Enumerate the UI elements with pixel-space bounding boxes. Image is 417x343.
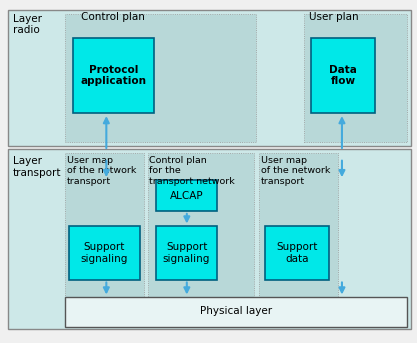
Text: User map
of the network
transport: User map of the network transport	[67, 156, 136, 186]
Bar	[265, 226, 329, 280]
Bar	[69, 226, 140, 280]
Bar	[8, 10, 411, 146]
Text: Support
signaling: Support signaling	[163, 242, 210, 264]
Text: User map
of the network
transport: User map of the network transport	[261, 156, 330, 186]
Text: Support
data: Support data	[276, 242, 318, 264]
Text: Support
signaling: Support signaling	[80, 242, 128, 264]
Bar	[65, 297, 407, 327]
Bar	[8, 149, 411, 329]
Bar	[156, 226, 217, 280]
Text: Protocol
application: Protocol application	[80, 65, 147, 86]
Bar	[73, 38, 154, 113]
Bar	[304, 14, 407, 142]
Bar	[65, 14, 256, 142]
Text: User plan: User plan	[309, 12, 358, 22]
Text: Data
flow: Data flow	[329, 65, 357, 86]
Bar	[148, 153, 254, 326]
Text: Layer
radio: Layer radio	[13, 14, 42, 35]
Bar	[311, 38, 375, 113]
Text: Physical layer: Physical layer	[200, 306, 271, 316]
Text: Layer
transport: Layer transport	[13, 156, 61, 178]
Bar	[65, 153, 144, 326]
Text: Control plan: Control plan	[81, 12, 145, 22]
Bar	[156, 180, 217, 211]
Text: ALCAP: ALCAP	[170, 190, 203, 201]
Text: Control plan
for the
transport network: Control plan for the transport network	[149, 156, 235, 186]
Bar	[259, 153, 338, 326]
